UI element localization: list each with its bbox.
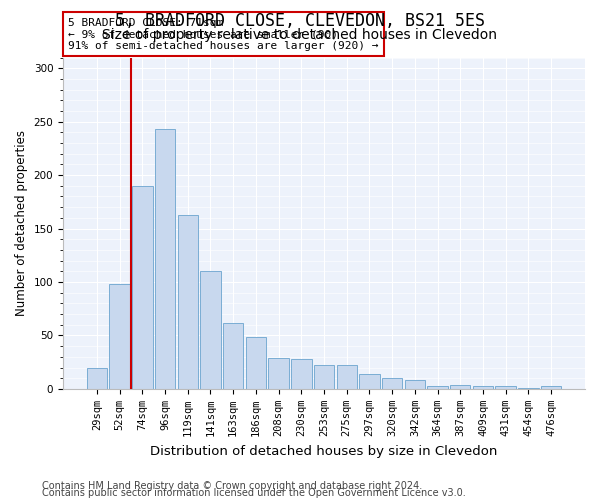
Bar xyxy=(404,380,425,389)
Bar xyxy=(314,366,334,389)
Bar xyxy=(337,366,357,389)
Bar xyxy=(155,129,175,389)
Bar xyxy=(450,384,470,389)
Text: Size of property relative to detached houses in Clevedon: Size of property relative to detached ho… xyxy=(103,28,497,42)
Text: Contains HM Land Registry data © Crown copyright and database right 2024.: Contains HM Land Registry data © Crown c… xyxy=(42,481,422,491)
Text: 5 BRADFORD CLOSE: 71sqm
← 9% of detached houses are smaller (90)
91% of semi-det: 5 BRADFORD CLOSE: 71sqm ← 9% of detached… xyxy=(68,18,379,51)
Bar xyxy=(359,374,380,389)
Bar xyxy=(109,284,130,389)
Bar xyxy=(473,386,493,389)
Bar xyxy=(245,336,266,389)
X-axis label: Distribution of detached houses by size in Clevedon: Distribution of detached houses by size … xyxy=(151,444,498,458)
Bar xyxy=(518,388,539,389)
Text: Contains public sector information licensed under the Open Government Licence v3: Contains public sector information licen… xyxy=(42,488,466,498)
Bar xyxy=(496,386,516,389)
Bar xyxy=(132,186,152,389)
Bar xyxy=(427,386,448,389)
Bar xyxy=(541,386,561,389)
Bar xyxy=(200,272,221,389)
Bar xyxy=(382,378,403,389)
Bar xyxy=(268,358,289,389)
Bar xyxy=(178,214,198,389)
Bar xyxy=(223,322,244,389)
Bar xyxy=(291,359,311,389)
Text: 5, BRADFORD CLOSE, CLEVEDON, BS21 5ES: 5, BRADFORD CLOSE, CLEVEDON, BS21 5ES xyxy=(115,12,485,30)
Bar xyxy=(87,368,107,389)
Y-axis label: Number of detached properties: Number of detached properties xyxy=(15,130,28,316)
